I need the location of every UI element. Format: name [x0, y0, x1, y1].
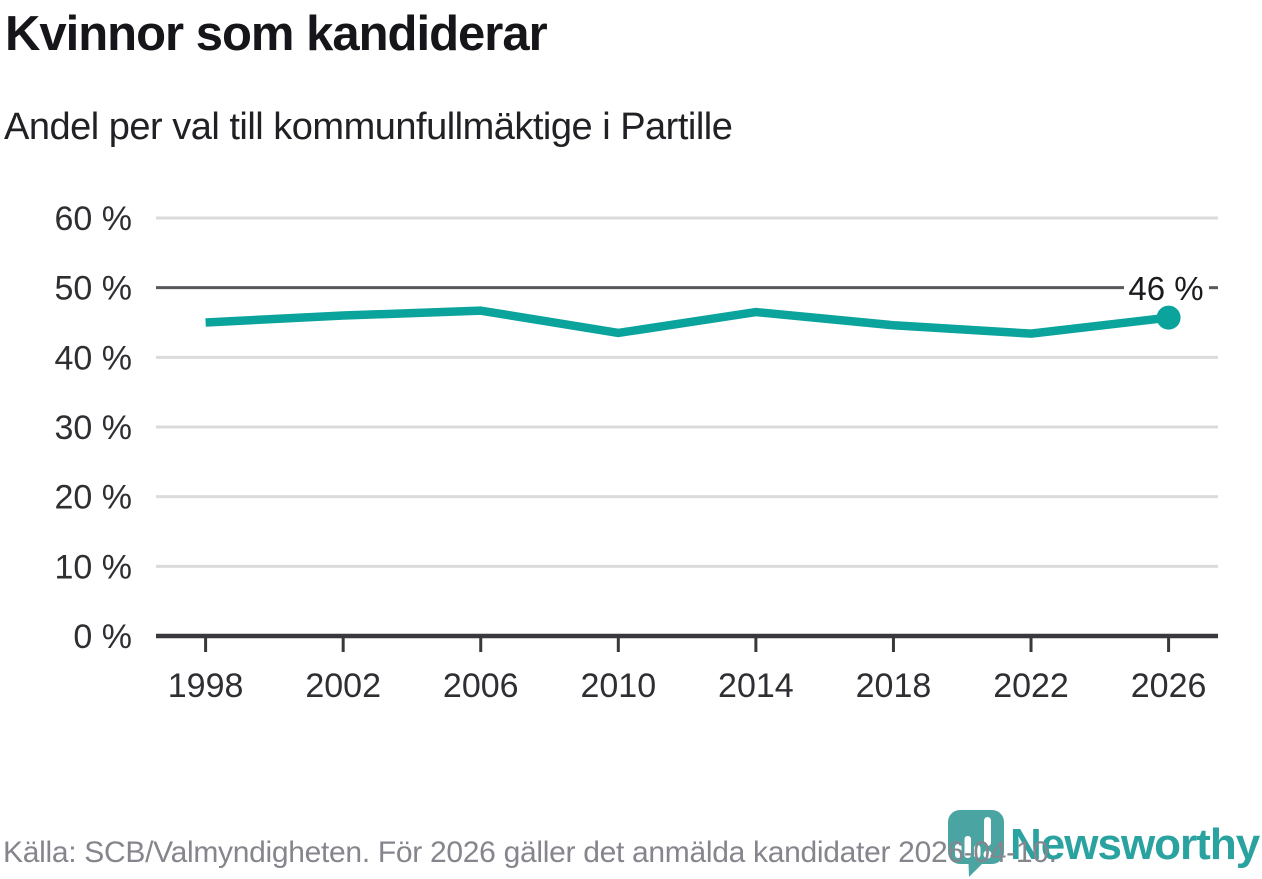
chart-title: Kvinnor som kandiderar: [5, 7, 548, 61]
line-chart-canvas: 0 % 10 % 20 % 30 % 40 % 50 % 60 % 1998 2002 2006 2…: [55, 200, 1218, 705]
x-axis-tick-label: 1998: [168, 667, 244, 705]
y-axis-tick-label: 30 %: [55, 409, 133, 447]
y-axis-tick-label: 50 %: [55, 270, 133, 308]
last-point-value-label: 46 %: [1128, 270, 1203, 307]
bar-tall-mid: [964, 836, 971, 858]
x-axis-tick-label: 2010: [580, 667, 656, 705]
x-axis-tick-label: 2014: [718, 667, 794, 705]
x-axis-tick-label: 2002: [305, 667, 381, 705]
data-line: [205, 306, 1170, 338]
x-axis-tick-label: 2022: [993, 667, 1069, 705]
newsworthy-wordmark: Newsworthy: [1010, 820, 1260, 869]
y-axis-tick-label: 10 %: [55, 548, 133, 586]
bar-short-mid: [974, 845, 981, 858]
x-axis-tick-label: 2018: [856, 667, 932, 705]
x-axis-tick-label: 2026: [1131, 667, 1207, 705]
exclamation-dot: [983, 850, 992, 859]
last-point-dot: [1156, 305, 1181, 330]
y-axis-tick-label: 60 %: [55, 200, 133, 238]
y-axis-tick-label: 0 %: [73, 618, 132, 656]
source-note: Källa: SCB/Valmyndigheten. För 2026 gäll…: [3, 836, 1057, 869]
chart-subtitle: Andel per val till kommunfullmäktige i P…: [4, 106, 733, 148]
y-axis-tick-label: 20 %: [55, 479, 133, 517]
y-axis-tick-label: 40 %: [55, 339, 133, 377]
newsworthy-bubble-icon: [948, 810, 1004, 877]
x-axis-tick-label: 2006: [443, 667, 519, 705]
bar-short-left: [955, 844, 962, 858]
exclamation-bar: [984, 817, 991, 846]
